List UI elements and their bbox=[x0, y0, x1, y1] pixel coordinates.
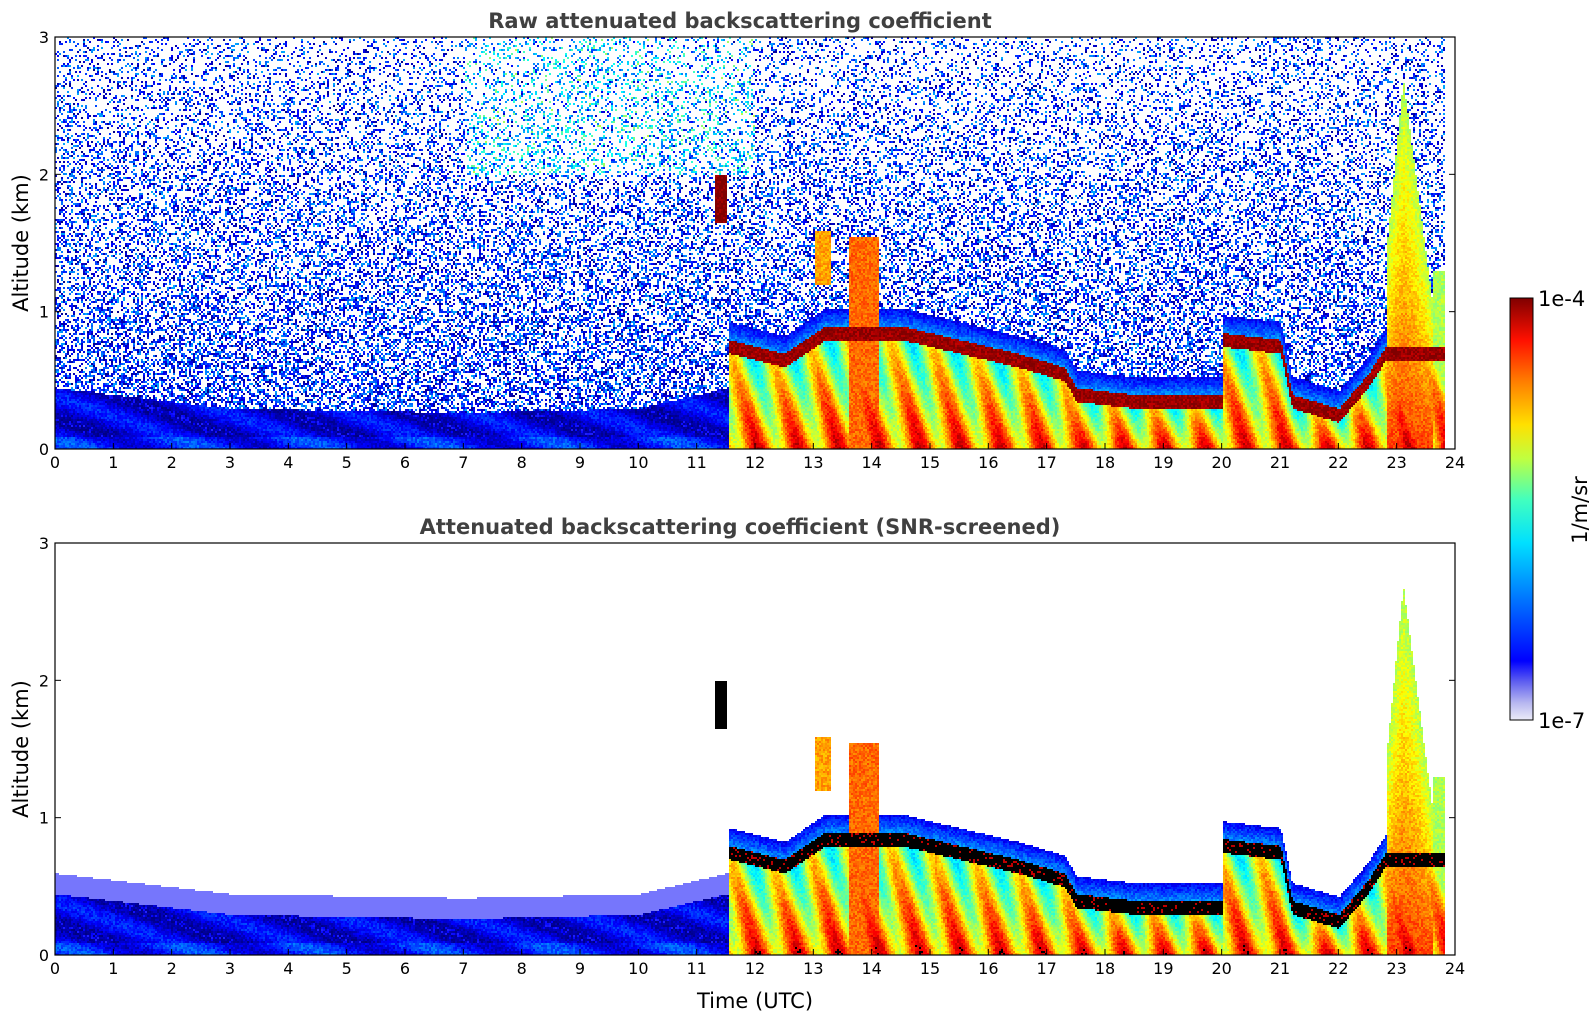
colorbar-label: 1/m/sr bbox=[1568, 476, 1592, 544]
x-tick-label: 2 bbox=[167, 959, 177, 978]
y-tick-label: 2 bbox=[39, 165, 49, 184]
x-tick-label: 6 bbox=[400, 959, 410, 978]
x-tick-label: 1 bbox=[108, 453, 118, 472]
heatmap-raw bbox=[55, 37, 1455, 449]
x-tick-label: 18 bbox=[1095, 959, 1115, 978]
x-tick-label: 17 bbox=[1036, 959, 1056, 978]
x-tick-label: 16 bbox=[978, 453, 998, 472]
x-tick-label: 16 bbox=[978, 959, 998, 978]
y-tick-label: 1 bbox=[39, 303, 49, 322]
x-tick-label: 11 bbox=[686, 959, 706, 978]
x-tick-label: 15 bbox=[920, 453, 940, 472]
x-tick-label: 9 bbox=[575, 959, 585, 978]
y-tick-label: 1 bbox=[39, 809, 49, 828]
x-tick-label: 19 bbox=[1153, 453, 1173, 472]
x-tick-label: 8 bbox=[517, 453, 527, 472]
panel-title: Attenuated backscattering coefficient (S… bbox=[420, 515, 1061, 539]
x-tick-label: 0 bbox=[50, 453, 60, 472]
x-tick-label: 6 bbox=[400, 453, 410, 472]
y-tick-label: 3 bbox=[39, 534, 49, 553]
y-tick-label: 0 bbox=[39, 946, 49, 965]
panel-title: Raw attenuated backscattering coefficien… bbox=[488, 9, 992, 33]
x-tick-label: 0 bbox=[50, 959, 60, 978]
x-tick-label: 7 bbox=[458, 453, 468, 472]
x-tick-label: 10 bbox=[628, 959, 648, 978]
x-tick-label: 22 bbox=[1328, 959, 1348, 978]
panel-screened: Attenuated backscattering coefficient (S… bbox=[9, 515, 1465, 1013]
x-tick-label: 19 bbox=[1153, 959, 1173, 978]
x-tick-label: 21 bbox=[1270, 453, 1290, 472]
y-tick-label: 3 bbox=[39, 28, 49, 47]
x-tick-label: 9 bbox=[575, 453, 585, 472]
colorbar-gradient bbox=[1509, 297, 1534, 721]
x-tick-label: 13 bbox=[803, 453, 823, 472]
x-tick-label: 2 bbox=[167, 453, 177, 472]
x-tick-label: 3 bbox=[225, 959, 235, 978]
panel-raw: Raw attenuated backscattering coefficien… bbox=[9, 9, 1465, 472]
x-tick-label: 4 bbox=[283, 959, 293, 978]
heatmap-screened bbox=[55, 543, 1455, 955]
x-tick-label: 10 bbox=[628, 453, 648, 472]
x-tick-label: 4 bbox=[283, 453, 293, 472]
x-tick-label: 13 bbox=[803, 959, 823, 978]
x-tick-label: 15 bbox=[920, 959, 940, 978]
x-tick-label: 14 bbox=[861, 453, 881, 472]
x-tick-label: 24 bbox=[1445, 959, 1465, 978]
x-tick-label: 23 bbox=[1386, 453, 1406, 472]
x-tick-label: 12 bbox=[745, 959, 765, 978]
x-tick-label: 12 bbox=[745, 453, 765, 472]
x-tick-label: 7 bbox=[458, 959, 468, 978]
x-tick-label: 22 bbox=[1328, 453, 1348, 472]
x-tick-label: 14 bbox=[861, 959, 881, 978]
x-tick-label: 20 bbox=[1211, 453, 1231, 472]
x-tick-label: 20 bbox=[1211, 959, 1231, 978]
x-tick-label: 5 bbox=[342, 453, 352, 472]
colorbar-min-label: 1e-7 bbox=[1538, 709, 1585, 733]
y-axis-label: Altitude (km) bbox=[9, 174, 33, 312]
x-tick-label: 3 bbox=[225, 453, 235, 472]
x-tick-label: 24 bbox=[1445, 453, 1465, 472]
x-tick-label: 8 bbox=[517, 959, 527, 978]
x-tick-label: 1 bbox=[108, 959, 118, 978]
x-axis-label: Time (UTC) bbox=[696, 989, 813, 1013]
y-axis-label: Altitude (km) bbox=[9, 680, 33, 818]
colorbar-max-label: 1e-4 bbox=[1538, 287, 1585, 311]
x-tick-label: 5 bbox=[342, 959, 352, 978]
colorbar: 1e-4 1e-7 1/m/sr bbox=[1509, 287, 1592, 733]
x-tick-label: 17 bbox=[1036, 453, 1056, 472]
x-tick-label: 18 bbox=[1095, 453, 1115, 472]
x-tick-label: 23 bbox=[1386, 959, 1406, 978]
x-tick-label: 11 bbox=[686, 453, 706, 472]
x-tick-label: 21 bbox=[1270, 959, 1290, 978]
y-tick-label: 2 bbox=[39, 671, 49, 690]
y-tick-label: 0 bbox=[39, 440, 49, 459]
